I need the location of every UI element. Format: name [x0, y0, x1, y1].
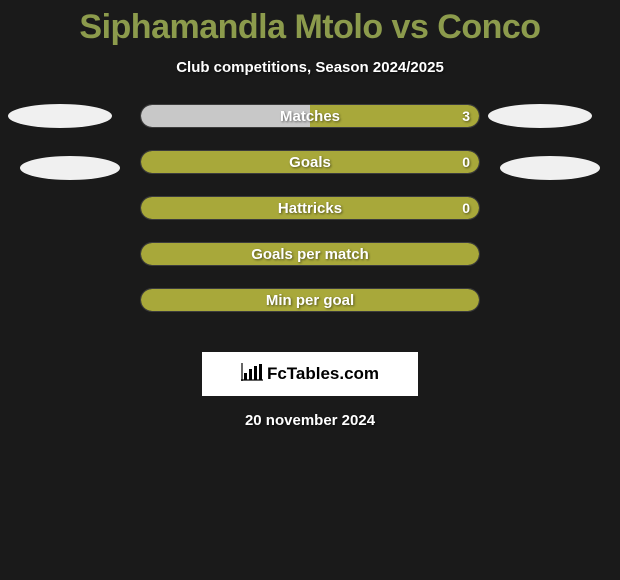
subtitle: Club competitions, Season 2024/2025 — [0, 59, 620, 76]
player-ellipse — [8, 104, 112, 128]
brand-text: FcTables.com — [267, 364, 379, 384]
bar-fill — [141, 243, 479, 265]
player-ellipse — [20, 156, 120, 180]
stat-value-right: 0 — [462, 196, 470, 220]
bar-fill-right — [310, 105, 479, 127]
player-ellipse — [500, 156, 600, 180]
stat-value-right: 3 — [462, 104, 470, 128]
stat-row: Hattricks0 — [140, 196, 480, 220]
bar-fill — [141, 289, 479, 311]
brand-box: FcTables.com — [202, 352, 418, 396]
bar-fill-left — [141, 105, 310, 127]
player-ellipse — [488, 104, 592, 128]
bar-track — [140, 150, 480, 174]
bar-track — [140, 196, 480, 220]
page-title: Siphamandla Mtolo vs Conco — [0, 0, 620, 47]
comparison-chart: Matches3 Goals0 Hattricks0 Goals per match M… — [0, 104, 620, 334]
bar-track — [140, 288, 480, 312]
stat-value-right: 0 — [462, 150, 470, 174]
bar-fill — [141, 151, 479, 173]
bar-track — [140, 242, 480, 266]
bar-track — [140, 104, 480, 128]
stat-row: Matches3 — [140, 104, 480, 128]
stat-row: Min per goal — [140, 288, 480, 312]
date-text: 20 november 2024 — [0, 412, 620, 429]
stat-row: Goals0 — [140, 150, 480, 174]
bar-chart-icon — [241, 363, 263, 386]
stat-row: Goals per match — [140, 242, 480, 266]
bar-fill — [141, 197, 479, 219]
